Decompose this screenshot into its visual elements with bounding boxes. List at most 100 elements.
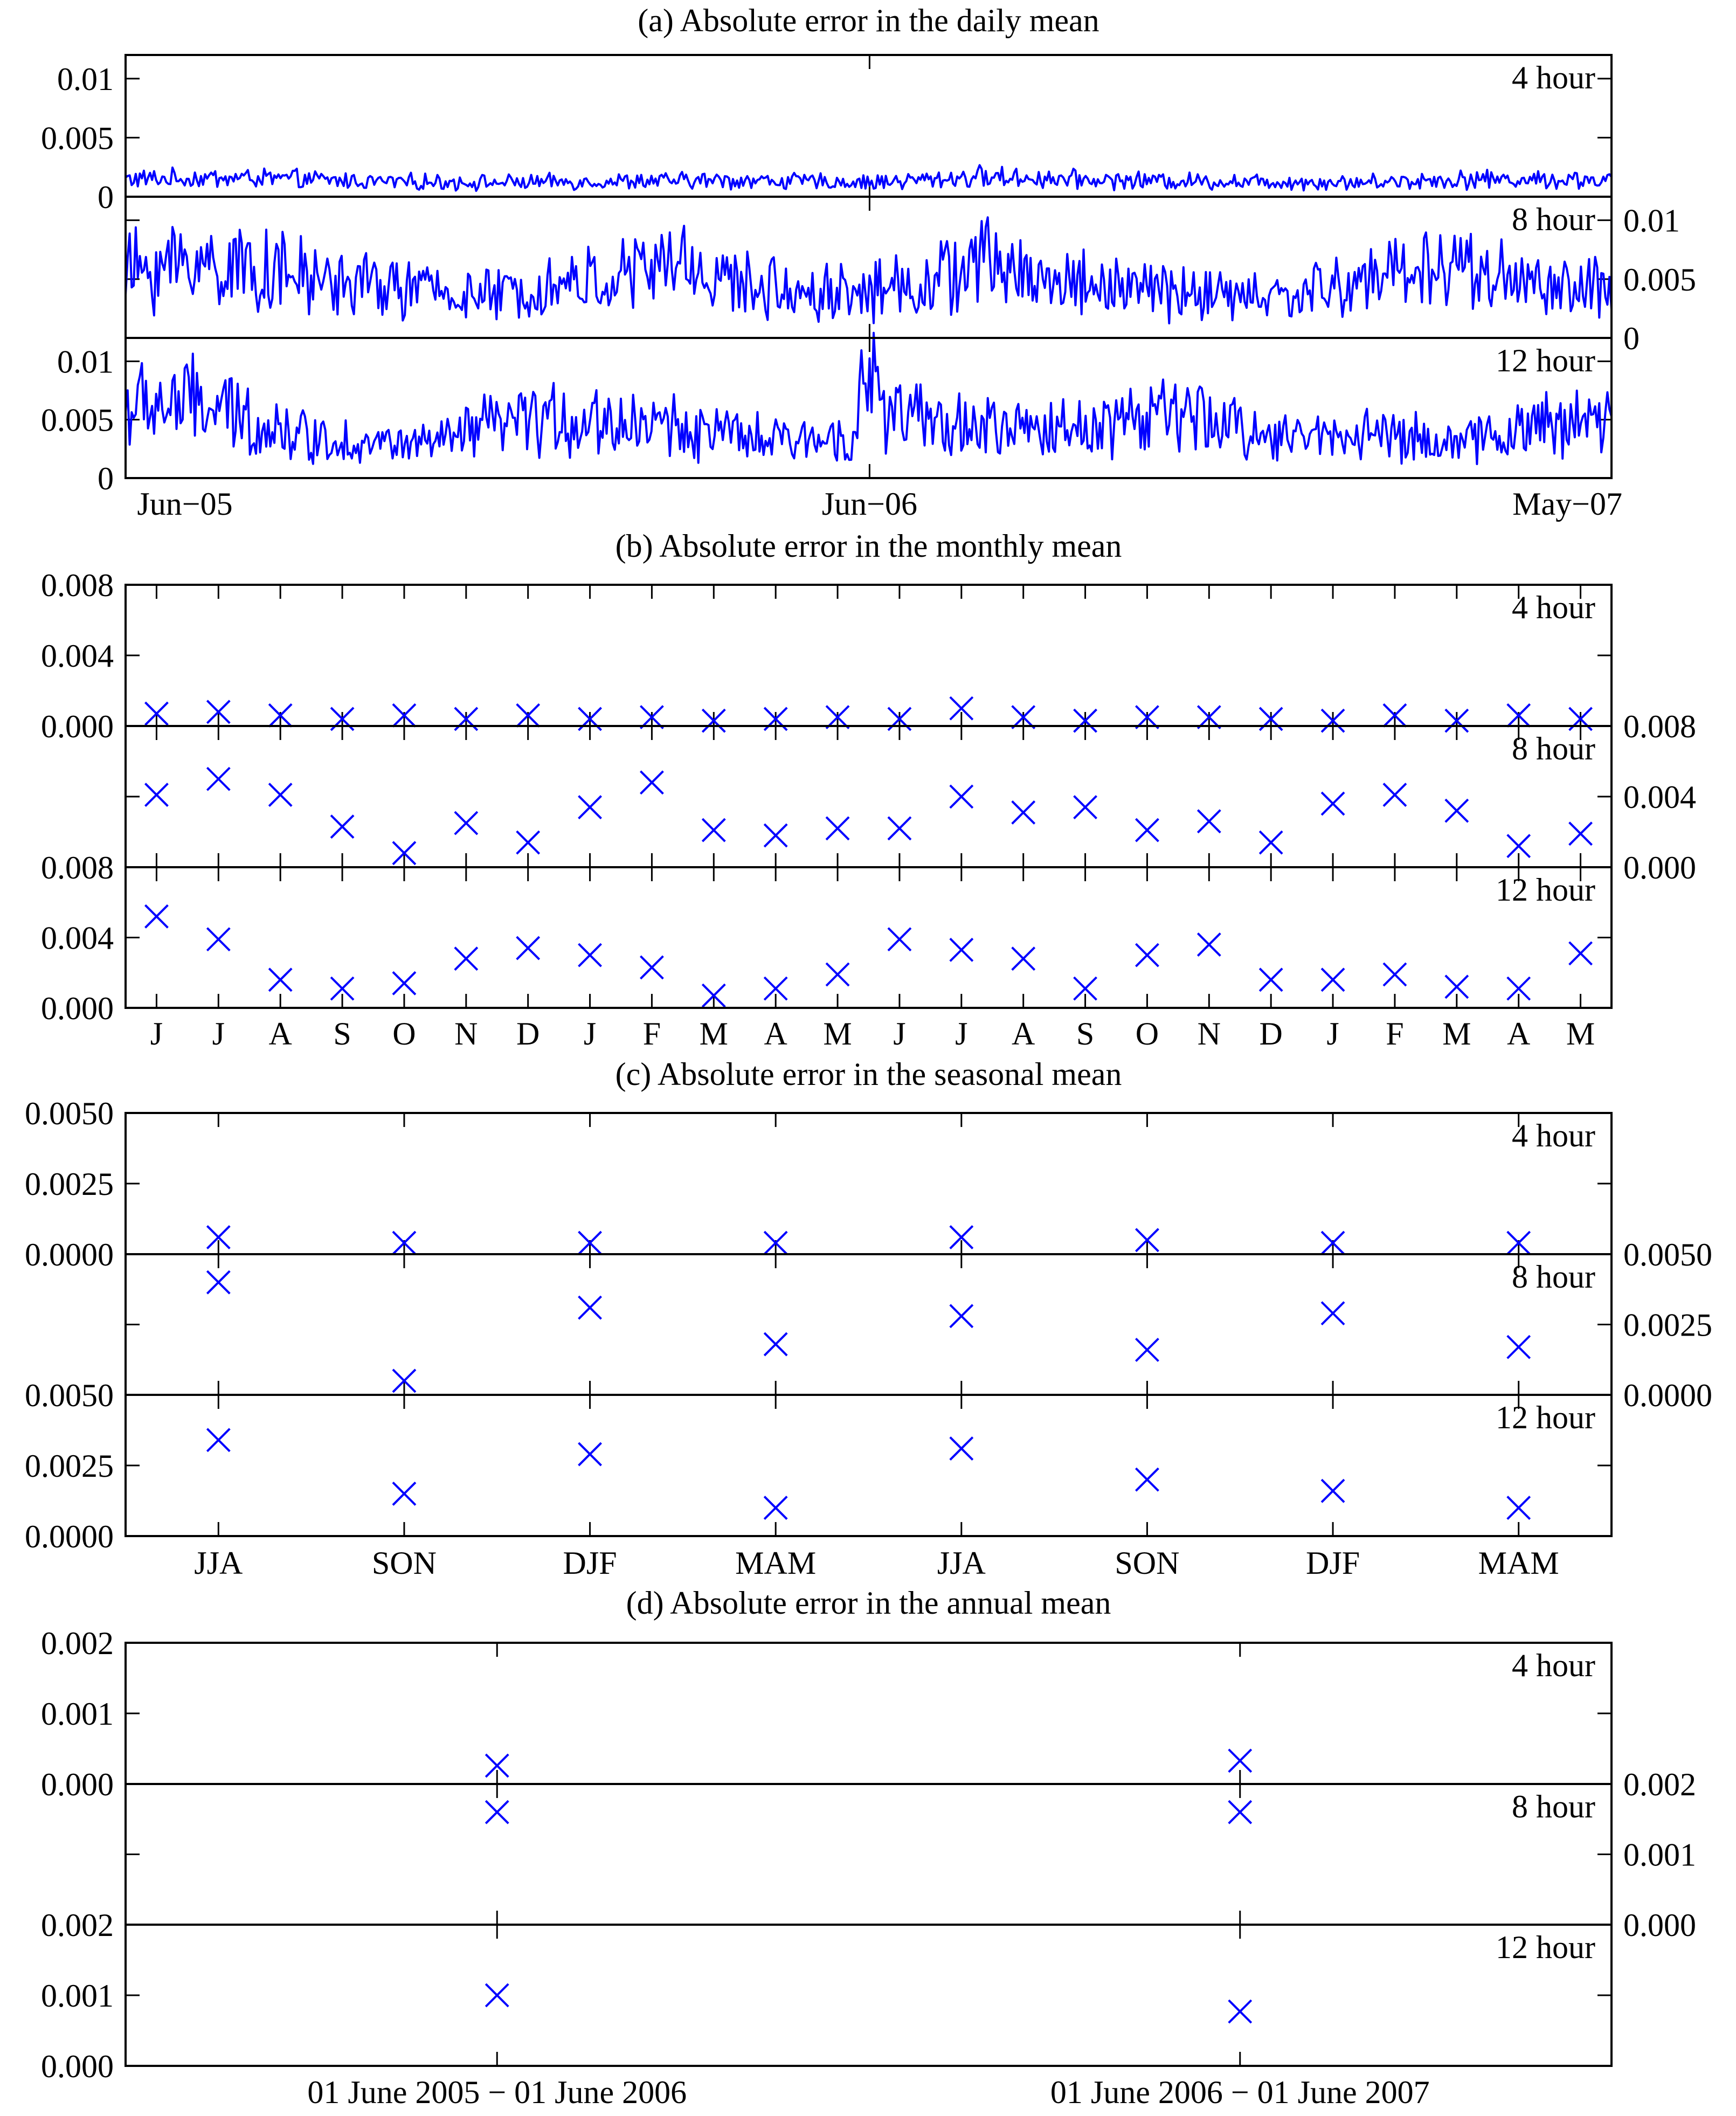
x-tick-label: DJF bbox=[1306, 1545, 1360, 1581]
data-marker bbox=[1135, 705, 1159, 730]
axes-frame bbox=[125, 1112, 1613, 1537]
data-marker bbox=[1382, 703, 1407, 728]
data-marker bbox=[1506, 703, 1531, 728]
data-marker bbox=[268, 783, 293, 807]
y-tick-label: 0.000 bbox=[1623, 850, 1696, 886]
y-tick-label: 0.0050 bbox=[1623, 1237, 1712, 1273]
y-tick-label: 0.0025 bbox=[25, 1166, 114, 1202]
x-tick-label: Jun−06 bbox=[822, 486, 917, 522]
trace-4-hour bbox=[125, 164, 1613, 192]
x-tick-label: MAM bbox=[1478, 1545, 1559, 1581]
x-tick-label: J bbox=[584, 1016, 596, 1052]
y-tick-label: 0.01 bbox=[1623, 203, 1680, 239]
data-marker bbox=[1228, 1800, 1253, 1824]
data-marker bbox=[763, 823, 788, 848]
data-marker bbox=[640, 705, 664, 730]
y-tick-label: 0.004 bbox=[41, 921, 114, 956]
y-tick-label: 0.0025 bbox=[1623, 1308, 1712, 1343]
data-marker bbox=[1135, 1467, 1159, 1492]
data-marker bbox=[949, 696, 974, 721]
data-marker bbox=[206, 1428, 231, 1453]
data-marker bbox=[1444, 708, 1469, 733]
data-marker bbox=[1011, 800, 1036, 825]
x-tick-label: J bbox=[1326, 1016, 1339, 1052]
series-label: 4 hour bbox=[1512, 1118, 1595, 1153]
data-marker bbox=[578, 1442, 602, 1467]
data-marker bbox=[1011, 705, 1036, 730]
data-marker bbox=[1506, 1230, 1531, 1255]
x-tick-label: S bbox=[1076, 1016, 1094, 1052]
data-marker bbox=[1506, 834, 1531, 859]
x-tick-label: A bbox=[764, 1016, 787, 1052]
series-label: 4 hour bbox=[1512, 60, 1595, 95]
x-tick-label: J bbox=[955, 1016, 967, 1052]
data-marker bbox=[485, 1800, 509, 1824]
data-marker bbox=[578, 943, 602, 967]
x-tick-label: A bbox=[1507, 1016, 1530, 1052]
y-tick-label: 0.005 bbox=[41, 120, 114, 156]
x-tick-label: O bbox=[392, 1016, 416, 1052]
x-tick-label: D bbox=[1260, 1016, 1283, 1052]
y-tick-label: 0.000 bbox=[41, 1767, 114, 1802]
series-label: 8 hour bbox=[1512, 1789, 1595, 1824]
y-tick-label: 0.01 bbox=[57, 61, 114, 97]
data-marker bbox=[1506, 1496, 1531, 1520]
series-label: 12 hour bbox=[1496, 1400, 1595, 1435]
y-tick-label: 0.001 bbox=[41, 1696, 114, 1732]
subplot-12-hour: 0.000 0.004 0.008 12 hour bbox=[41, 850, 1611, 1026]
data-marker bbox=[1320, 791, 1345, 816]
panel-title: (d) Absolute error in the annual mean bbox=[626, 1585, 1111, 1621]
data-marker bbox=[392, 1230, 417, 1255]
data-marker bbox=[887, 927, 912, 952]
data-marker bbox=[1382, 783, 1407, 807]
y-tick-label: 0.000 bbox=[1623, 1907, 1696, 1943]
data-marker bbox=[825, 816, 850, 841]
panel-b: (b) Absolute error in the monthly mean 0.… bbox=[41, 528, 1696, 1052]
x-tick-label: F bbox=[643, 1016, 661, 1052]
data-marker bbox=[949, 1304, 974, 1329]
data-marker bbox=[516, 830, 541, 855]
x-tick-label: J bbox=[893, 1016, 905, 1052]
axes-frame bbox=[125, 1642, 1613, 2067]
x-tick-label: M bbox=[700, 1016, 728, 1052]
data-marker bbox=[206, 700, 231, 724]
data-marker bbox=[485, 1753, 509, 1778]
x-tick-label: F bbox=[1386, 1016, 1403, 1052]
panel-c: (c) Absolute error in the seasonal mean 0… bbox=[25, 1056, 1712, 1581]
series-label: 12 hour bbox=[1496, 1930, 1595, 1965]
data-marker bbox=[1320, 1230, 1345, 1255]
data-marker bbox=[268, 967, 293, 992]
y-tick-label: 0.01 bbox=[57, 344, 114, 379]
series-label: 8 hour bbox=[1512, 202, 1595, 237]
data-marker bbox=[701, 708, 726, 733]
subplot-4-hour: 0.000 0.001 0.002 4 hour bbox=[41, 1626, 1611, 1802]
data-marker bbox=[144, 701, 169, 726]
data-marker bbox=[701, 983, 726, 1008]
x-tick-label: A bbox=[269, 1016, 292, 1052]
data-marker bbox=[1011, 946, 1036, 971]
data-marker bbox=[763, 976, 788, 1001]
subplot-4-hour: 0.000 0.004 0.008 4 hour bbox=[41, 568, 1611, 744]
x-tick-label: SON bbox=[372, 1545, 437, 1581]
data-marker bbox=[1320, 1478, 1345, 1503]
subplot-8-hour: 0 0.005 0.01 8 hour bbox=[125, 197, 1696, 356]
y-tick-label: 0.0050 bbox=[25, 1096, 114, 1131]
axes-frame bbox=[125, 584, 1613, 1009]
data-marker bbox=[701, 818, 726, 842]
data-marker bbox=[640, 770, 664, 795]
y-tick-label: 0.0025 bbox=[25, 1448, 114, 1484]
x-tick-label: Jun−05 bbox=[137, 486, 232, 522]
data-marker bbox=[330, 976, 355, 1001]
x-tick-label: JJA bbox=[194, 1545, 243, 1581]
data-marker bbox=[1135, 1338, 1159, 1362]
y-tick-label: 0.008 bbox=[41, 850, 114, 886]
data-marker bbox=[1506, 976, 1531, 1001]
data-marker bbox=[887, 816, 912, 841]
data-marker bbox=[206, 927, 231, 952]
data-marker bbox=[949, 937, 974, 962]
series-label: 4 hour bbox=[1512, 1648, 1595, 1683]
data-marker bbox=[1320, 708, 1345, 733]
panel-title: (c) Absolute error in the seasonal mean bbox=[615, 1056, 1122, 1092]
subplot-12-hour: 0.000 0.001 0.002 12 hour bbox=[41, 1907, 1611, 2084]
